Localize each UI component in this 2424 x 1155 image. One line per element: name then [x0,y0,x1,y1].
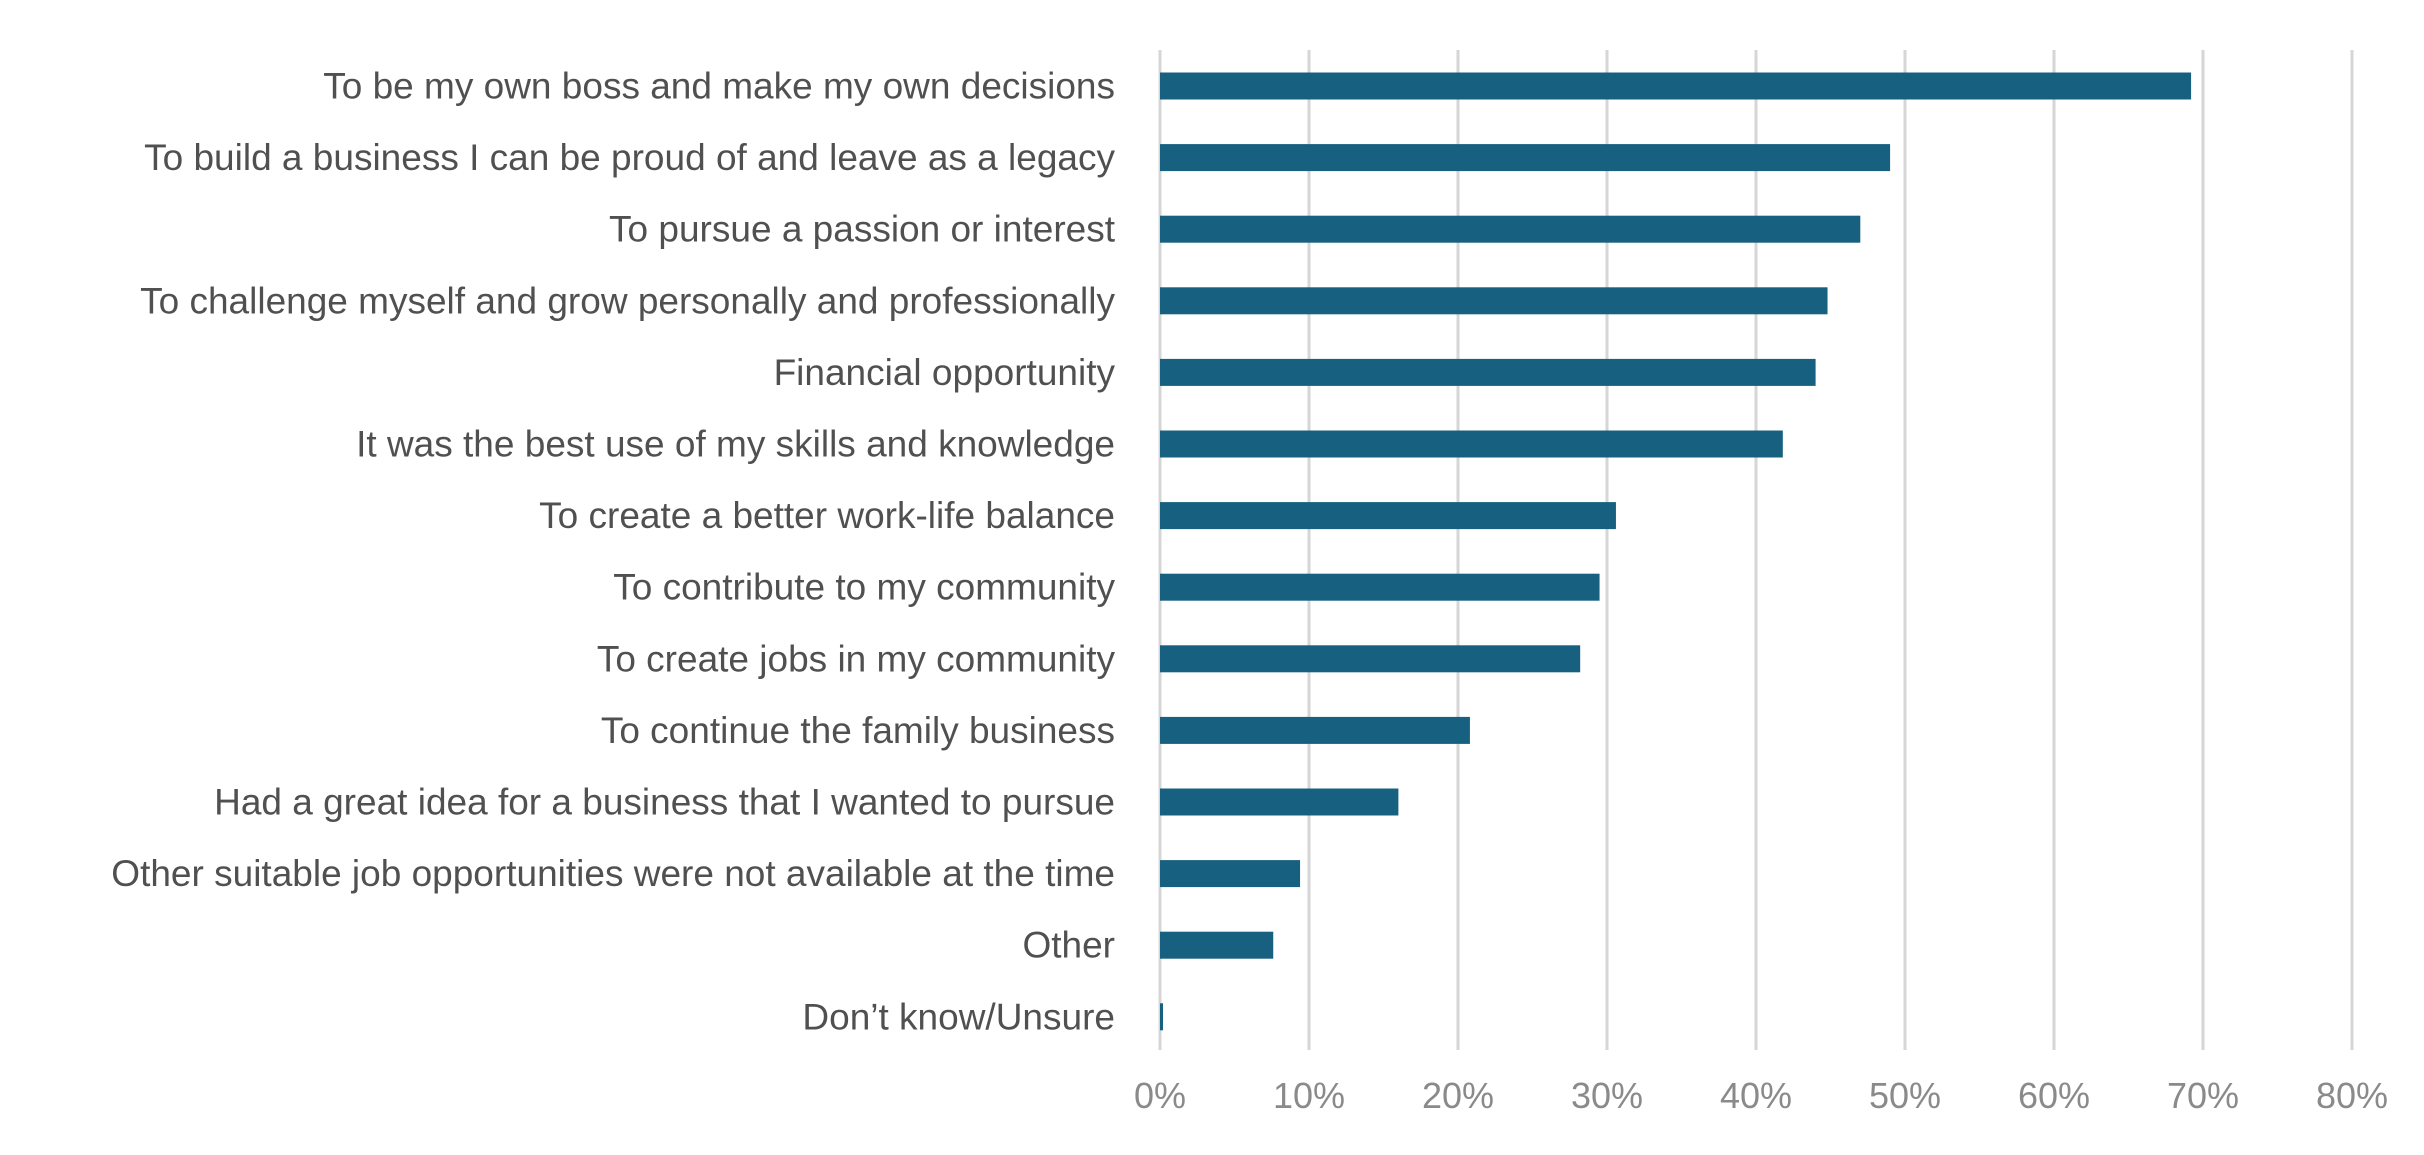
category-label: To pursue a passion or interest [609,209,1116,250]
bar [1160,215,1861,243]
category-label: To contribute to my community [613,567,1115,608]
bar [1160,287,1828,315]
category-label: It was the best use of my skills and kno… [356,424,1115,465]
bar [1160,788,1399,816]
x-tick-label: 40% [1720,1075,1792,1116]
gridlines [1158,50,2354,1050]
x-axis-tick-labels: 0% 10% 20% 30% 40% 50% 60% 70% 80% [1134,1075,2388,1116]
x-tick-label: 70% [2167,1075,2239,1116]
bar [1160,430,1783,458]
bar [1160,645,1581,673]
x-tick-label: 30% [1571,1075,1643,1116]
bar [1160,931,1274,959]
category-label: Had a great idea for a business that I w… [214,782,1115,823]
bar [1160,144,1891,172]
bar [1160,716,1470,744]
category-label: To continue the family business [601,710,1115,751]
x-tick-label: 50% [1869,1075,1941,1116]
bar [1160,502,1616,530]
bar [1160,1003,1163,1031]
x-tick-label: 10% [1273,1075,1345,1116]
x-tick-label: 20% [1422,1075,1494,1116]
category-label: To challenge myself and grow personally … [140,280,1115,321]
category-label: To create jobs in my community [597,638,1116,679]
x-tick-label: 80% [2316,1075,2388,1116]
category-label: Other suitable job opportunities were no… [111,853,1115,894]
bar [1160,860,1301,888]
category-label: To create a better work-life balance [539,495,1115,536]
bar [1160,72,2192,100]
bars [1160,72,2192,1031]
x-tick-label: 0% [1134,1075,1186,1116]
category-label: Don’t know/Unsure [802,996,1115,1037]
category-label: To be my own boss and make my own decisi… [323,66,1115,107]
category-label: To build a business I can be proud of an… [144,137,1115,178]
category-labels: To be my own boss and make my own decisi… [111,66,1115,1038]
x-tick-label: 60% [2018,1075,2090,1116]
bar [1160,573,1600,601]
category-label: Other [1022,925,1115,966]
category-label: Financial opportunity [774,352,1116,393]
bar [1160,358,1816,386]
